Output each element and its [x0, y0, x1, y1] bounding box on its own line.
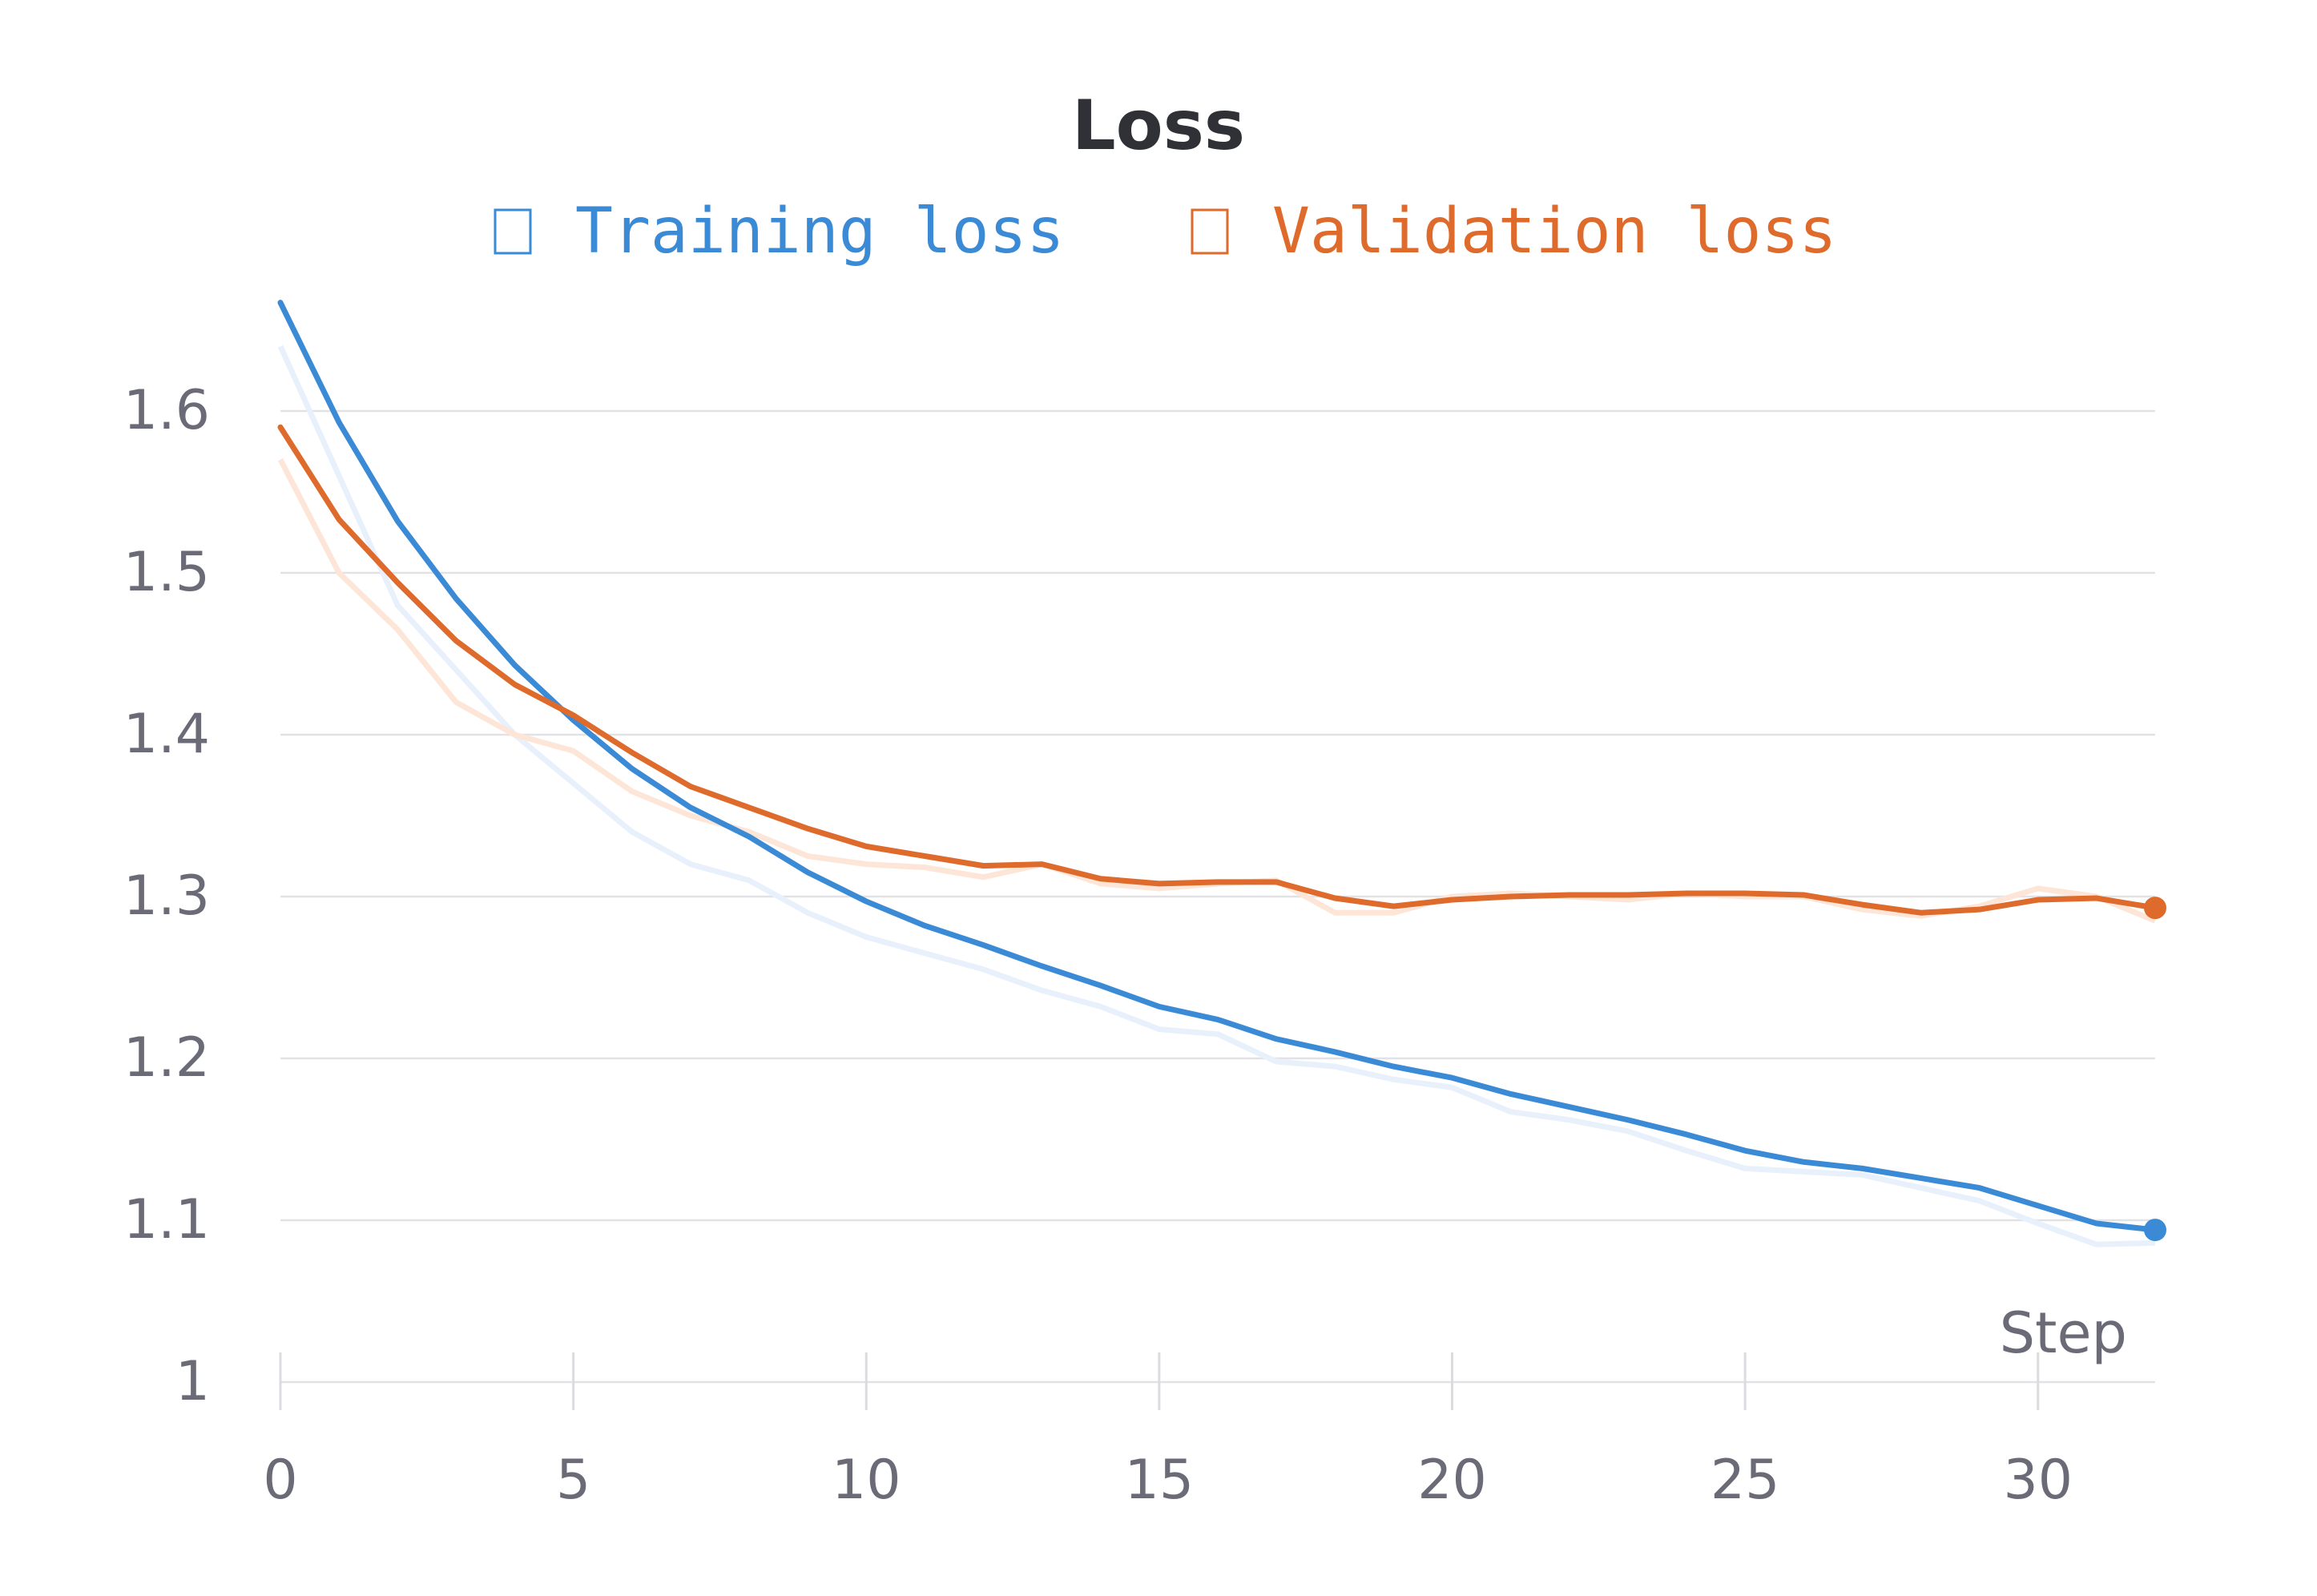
legend-item-validation[interactable]: Validation loss: [1191, 195, 1836, 268]
x-tick-label: 25: [1711, 1449, 1780, 1512]
x-axis: 0 5 10 15 20 25 30: [263, 1352, 2073, 1512]
x-tick-label: 0: [263, 1449, 297, 1512]
legend-label-training: Training loss: [575, 195, 1064, 268]
series-endpoint-training[interactable]: [2144, 1219, 2166, 1242]
y-tick-label: 1: [175, 1350, 210, 1413]
chart-title: Loss: [1072, 86, 1245, 166]
series-line-training[interactable]: [277, 300, 2158, 1233]
y-tick-label: 1.5: [123, 541, 210, 604]
x-axis-label: Step: [2000, 1300, 2127, 1366]
x-tick-label: 15: [1125, 1449, 1195, 1512]
legend: Training loss Validation loss: [494, 195, 1836, 268]
legend-swatch-training: [494, 208, 532, 255]
series-endpoint-validation[interactable]: [2144, 897, 2166, 920]
y-tick-label: 1.4: [123, 703, 210, 766]
plot-area: [277, 300, 2166, 1247]
x-tick-label: 20: [1417, 1449, 1487, 1512]
y-tick-label: 1.2: [123, 1026, 210, 1090]
x-tick-label: 10: [832, 1449, 901, 1512]
x-tick-label: 30: [2003, 1449, 2073, 1512]
y-tick-label: 1.1: [123, 1188, 210, 1251]
legend-label-validation: Validation loss: [1272, 195, 1836, 268]
series-raw-training: [277, 345, 2156, 1247]
legend-swatch-validation: [1191, 208, 1229, 255]
y-axis-ticks: 1 1.1 1.2 1.3 1.4 1.5 1.6: [123, 379, 210, 1413]
y-tick-label: 1.3: [123, 864, 210, 928]
x-tick-label: 5: [556, 1449, 590, 1512]
legend-item-training[interactable]: Training loss: [494, 195, 1064, 268]
grid-lines: [280, 409, 2155, 1384]
series-raw-validation: [277, 457, 2157, 924]
y-tick-label: 1.6: [123, 379, 210, 442]
series-line-validation[interactable]: [277, 424, 2158, 916]
